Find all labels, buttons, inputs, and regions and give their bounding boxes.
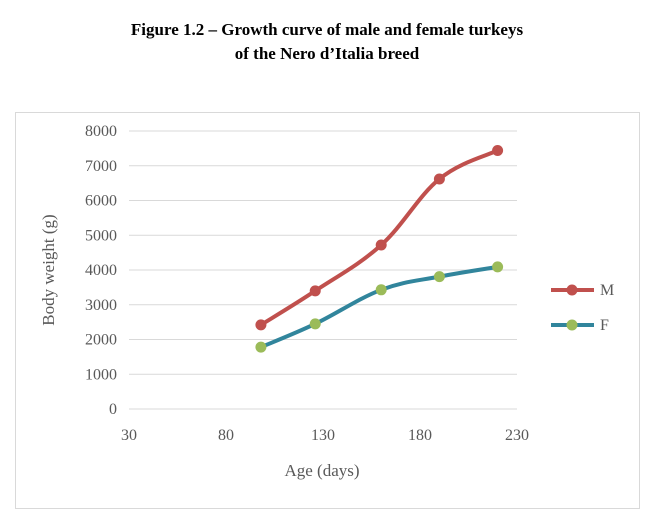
y-tick-label: 7000 (85, 158, 117, 175)
y-tick-label: 8000 (85, 123, 117, 140)
data-point-F (375, 284, 387, 296)
series-line-M (258, 148, 500, 327)
series-line-F (258, 264, 500, 350)
chart-area (15, 112, 640, 509)
legend-label-M: M (600, 282, 614, 299)
y-tick-label: 6000 (85, 193, 117, 210)
y-axis-ticks: 0 1000 2000 3000 4000 5000 6000 7000 8000 (85, 123, 117, 418)
y-tick-label: 3000 (85, 297, 117, 314)
legend-marker-F (566, 319, 578, 331)
data-point-F (255, 341, 267, 353)
data-point-M (309, 285, 321, 297)
x-tick-label: 230 (505, 427, 529, 444)
figure-title-line-2: of the Nero d’Italia breed (234, 44, 420, 63)
y-tick-label: 1000 (85, 366, 117, 383)
y-tick-label: 4000 (85, 262, 117, 279)
x-tick-label: 80 (218, 427, 234, 444)
data-point-M (492, 144, 504, 156)
data-point-M (433, 173, 445, 185)
y-tick-label: 2000 (85, 332, 117, 349)
figure-title: Figure 1.2 – Growth curve of male and fe… (0, 18, 654, 66)
y-axis-title: Body weight (g) (39, 214, 58, 325)
legend-label-F: F (600, 317, 609, 334)
y-tick-label: 5000 (85, 227, 117, 244)
x-tick-label: 130 (311, 427, 335, 444)
legend-marker-M (566, 284, 578, 296)
data-point-F (492, 261, 504, 273)
data-point-F (433, 271, 445, 283)
x-tick-label: 30 (121, 427, 137, 444)
x-axis-title: Age (days) (284, 461, 359, 480)
gridlines (129, 130, 517, 410)
data-point-F (309, 318, 321, 330)
data-point-M (375, 239, 387, 251)
figure-title-line-1: Figure 1.2 – Growth curve of male and fe… (130, 20, 524, 39)
legend: MF (551, 282, 614, 334)
series-group (255, 144, 504, 353)
data-point-M (255, 319, 267, 331)
y-tick-label: 0 (109, 401, 117, 418)
x-tick-label: 180 (408, 427, 432, 444)
x-axis-ticks: 30 80 130 180 230 (121, 427, 529, 444)
